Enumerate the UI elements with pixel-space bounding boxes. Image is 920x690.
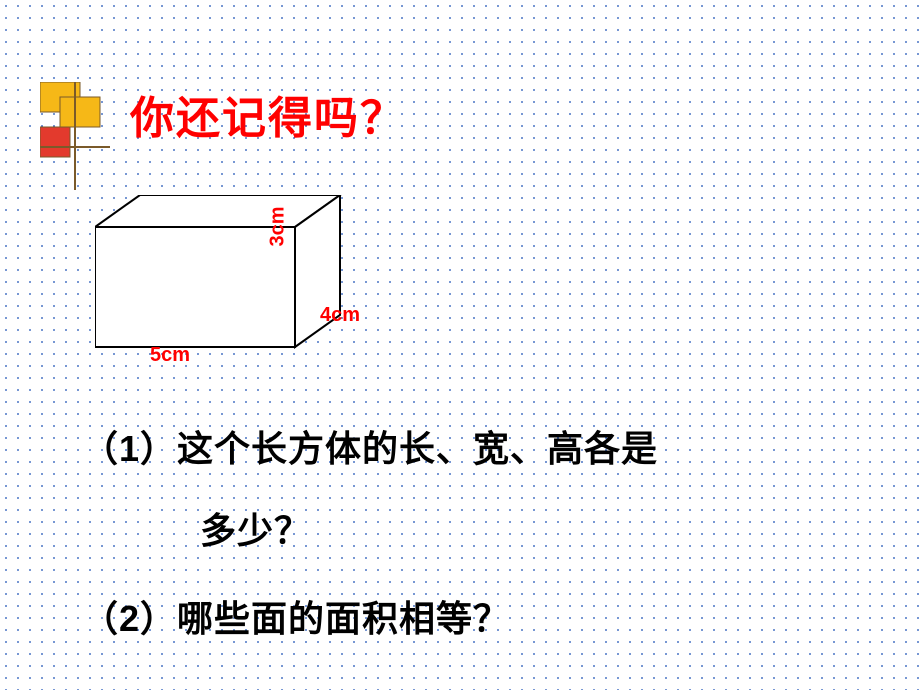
question-2: （2）哪些面的面积相等？ <box>82 590 510 642</box>
question-1-line-1: （1）这个长方体的长、宽、高各是 <box>82 420 658 472</box>
question-1-line-2: 多少？ <box>200 502 311 554</box>
cuboid-diagram <box>95 195 375 370</box>
depth-label: 4cm <box>320 304 360 327</box>
slide-title: 你还记得吗？ <box>130 82 406 146</box>
height-label: 3cm <box>267 206 290 246</box>
slide-logo <box>40 82 110 190</box>
width-label: 5cm <box>150 344 190 367</box>
